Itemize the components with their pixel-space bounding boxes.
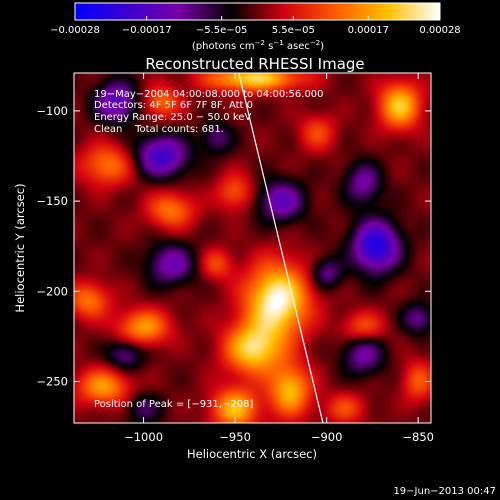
y-axis-ticks: −100 −150 −200 −250	[36, 104, 431, 389]
x-axis-ticks: −1000 −950 −900 −850	[124, 73, 434, 444]
y-axis-title: Heliocentric Y (arcsec)	[13, 183, 27, 312]
colorbar-frame	[74, 2, 441, 21]
x-tick-label: −850	[402, 430, 434, 444]
plot-frame	[73, 72, 432, 424]
footer-timestamp: 19−Jun−2013 00:47	[393, 486, 496, 497]
colorbar-units: (photons cm−2 s−1 asec−2)	[192, 39, 324, 52]
colorbar-tick-label: 0.00028	[419, 25, 460, 36]
annotation-clean: Clean Total counts: 681.	[94, 124, 224, 135]
annotation-block: 19−May−2004 04:00:08.000 to 04:00:56.000…	[94, 89, 324, 135]
colorbar-tick-label: −5.5e−05	[196, 25, 248, 36]
colorbar-ticks: −0.00028 −0.00017 −5.5e−05 5.5e−05 0.00017 0.…	[50, 16, 461, 36]
annotation-energy: Energy Range: 25.0 − 50.0 keV	[94, 112, 251, 123]
y-tick-label: −250	[36, 375, 68, 389]
x-tick-label: −900	[311, 430, 343, 444]
chart-title: Reconstructed RHESSI Image	[145, 55, 364, 73]
colorbar-tick-label: 0.00017	[348, 25, 389, 36]
colorbar-tick-label: −0.00017	[122, 25, 172, 36]
annotation-detectors: Detectors: 4F 5F 6F 7F 8F, Att 0	[94, 100, 253, 111]
colorbar-tick-label: 5.5e−05	[272, 25, 315, 36]
x-tick-label: −1000	[124, 430, 163, 444]
x-tick-label: −950	[219, 430, 251, 444]
x-axis-title: Heliocentric X (arcsec)	[187, 447, 317, 461]
y-tick-label: −200	[36, 284, 68, 298]
colorbar: −0.00028 −0.00017 −5.5e−05 5.5e−05 0.00017 0.…	[50, 2, 461, 52]
limb-line	[238, 72, 324, 424]
y-tick-label: −100	[36, 104, 68, 118]
annotation-time: 19−May−2004 04:00:08.000 to 04:00:56.000	[94, 89, 324, 100]
colorbar-gradient	[75, 3, 440, 20]
y-tick-label: −150	[36, 194, 68, 208]
colorbar-tick-label: −0.00028	[50, 25, 100, 36]
peak-position-label: Position of Peak = [−931,−208]	[94, 399, 253, 410]
plot-area: −1000 −950 −900 −850 −100 −150 −200 −250	[36, 72, 434, 444]
